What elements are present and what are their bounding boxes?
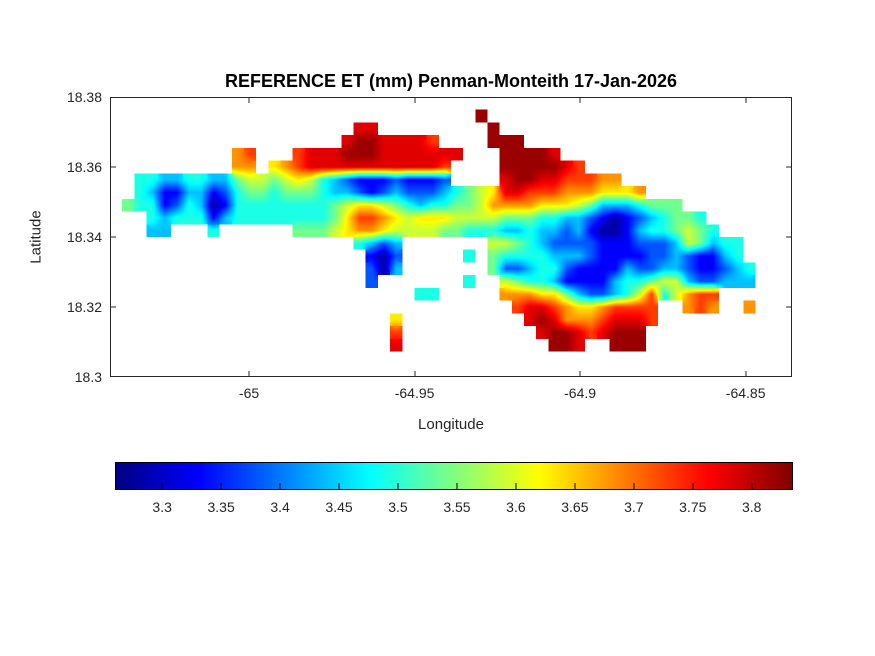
colorbar-tick-label: 3.55 [443, 499, 471, 515]
x-tick-label: -64.85 [725, 385, 766, 401]
x-tick-label: -65 [238, 385, 260, 401]
plot-title: REFERENCE ET (mm) Penman-Monteith 17-Jan… [224, 71, 678, 91]
x-tick-label: -64.9 [564, 385, 597, 401]
x-tick-label: -64.95 [394, 385, 435, 401]
colorbar-tick-label: 3.5 [388, 499, 408, 515]
colorbar-tick-label: 3.4 [270, 499, 290, 515]
colorbar-tick-label: 3.3 [152, 499, 172, 515]
colorbar-tick-label: 3.35 [207, 499, 235, 515]
colorbar-tick-label: 3.8 [741, 499, 762, 515]
colorbar-tick-label: 3.65 [561, 499, 589, 515]
y-tick-label: 18.34 [66, 229, 102, 245]
y-tick-label: 18.3 [74, 369, 102, 385]
colorbar-tick-label: 3.45 [325, 499, 353, 515]
y-tick-label: 18.36 [66, 159, 102, 175]
colorbar [115, 462, 793, 490]
colorbar-tick-label: 3.75 [679, 499, 707, 515]
colorbar-tick-label: 3.7 [624, 499, 644, 515]
et-heatmap-canvas [110, 97, 792, 377]
colorbar-tick-label: 3.6 [506, 499, 526, 515]
x-axis-label: Longitude [418, 416, 484, 433]
y-tick-label: 18.32 [66, 299, 102, 315]
y-tick-label: 18.38 [66, 89, 102, 105]
